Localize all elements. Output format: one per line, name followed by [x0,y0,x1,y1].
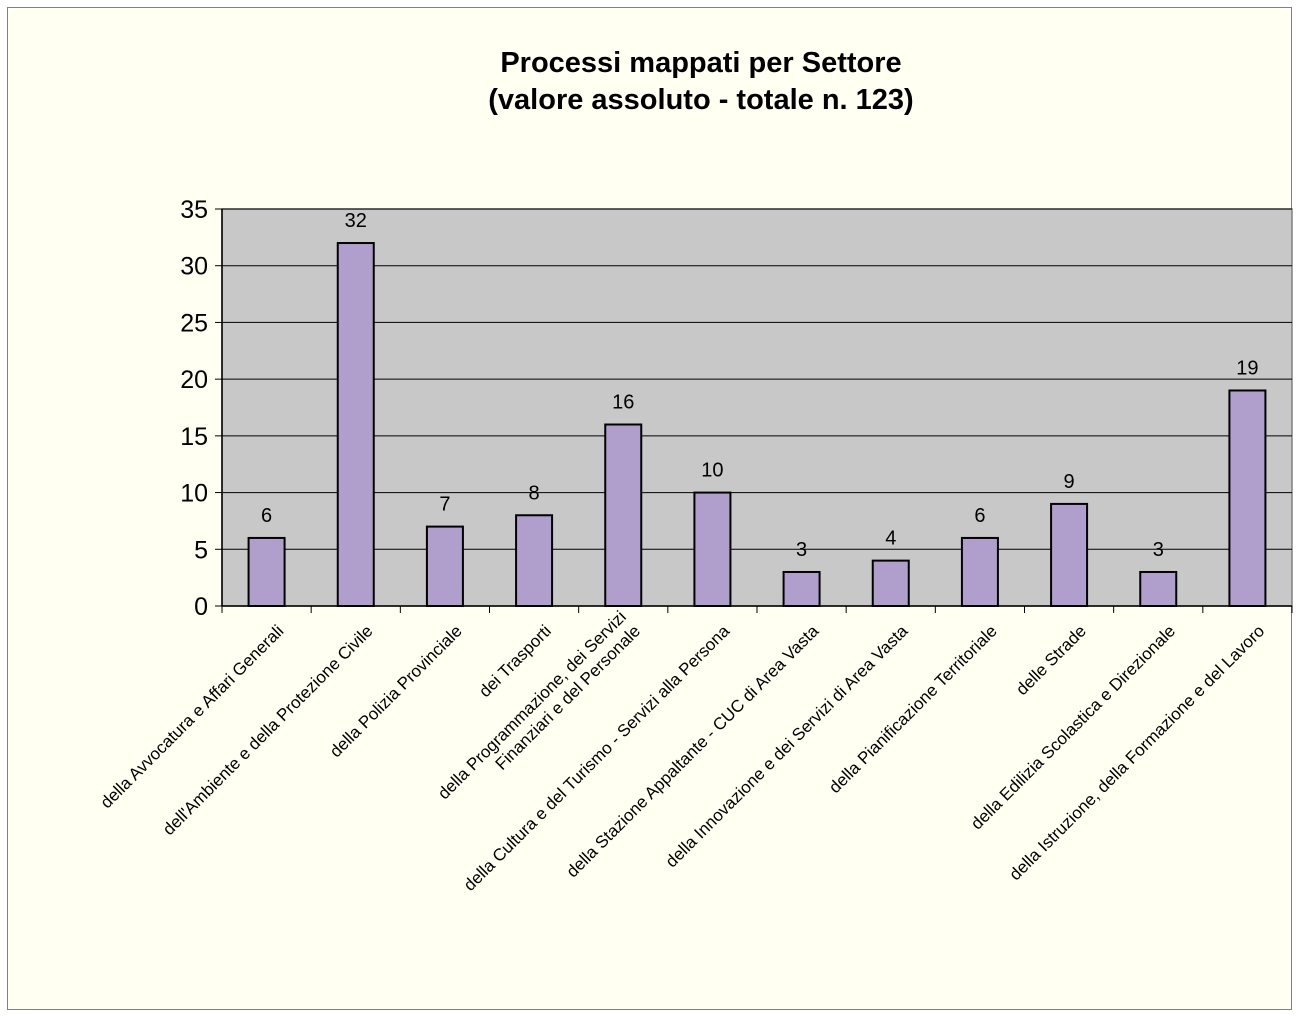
bar [425,525,464,607]
data-label: 3 [796,539,807,561]
y-tick-label: 25 [180,309,208,337]
bar [604,423,643,607]
data-label: 19 [1236,357,1258,379]
data-label: 6 [261,505,272,527]
data-label: 8 [529,482,540,504]
chart-title: Processi mappati per Settore (valore asso… [488,47,913,116]
chart-title-line: Processi mappati per Settore [500,47,901,79]
y-tick-label: 15 [180,423,208,451]
y-axis-ticks: 0 5 10 15 20 25 30 35 [180,196,208,621]
x-tick-label: della Pianificazione Territoriale [825,621,1001,797]
chart-title-line: (valore assoluto - totale n. 123) [488,84,913,116]
gridlines [222,208,1292,550]
bar [960,536,999,608]
x-tick-label: delle Strade [1012,621,1090,699]
y-tick-label: 10 [180,480,208,508]
x-tick-label-line: Finanziari e del Personale [492,621,644,773]
x-tick-label-line: delle Strade [1012,621,1090,699]
y-tick-label: 30 [180,253,208,281]
x-tick-label-line: della Avvocatura e Affari Generali [97,621,288,812]
data-labels: 6 32 7 8 16 10 3 4 6 9 3 19 [261,210,1259,561]
data-label: 3 [1153,539,1164,561]
x-axis-ticks: della Avvocatura e Affari Generalidell'A… [97,607,1269,894]
bar [1139,570,1178,608]
data-label: 10 [701,460,723,482]
y-tick-label: 0 [194,593,208,621]
bar [693,491,732,608]
x-tick-label: della Avvocatura e Affari Generali [97,621,288,812]
bar [247,536,286,608]
bars [247,242,1267,608]
bar [336,242,375,607]
x-tick-label: della Edilizia Scolastica e Direzionale [967,621,1179,833]
x-tick-label-line: della Edilizia Scolastica e Direzionale [967,621,1179,833]
chart-frame: Processi mappati per Settore (valore asso… [7,7,1293,1010]
bar [871,559,910,608]
y-tick-label: 35 [180,196,208,224]
bar [515,514,554,607]
axes [215,208,1293,613]
bar [1228,389,1267,607]
bar [1050,502,1089,607]
plot-area [221,208,1293,607]
data-label: 16 [612,392,634,414]
data-label: 32 [345,210,367,232]
data-label: 9 [1064,471,1075,493]
bar-chart: Processi mappati per Settore (valore asso… [97,47,1293,895]
y-tick-label: 20 [180,366,208,394]
data-label: 7 [439,494,450,516]
data-label: 6 [974,505,985,527]
bar [782,570,821,608]
data-label: 4 [885,528,896,550]
x-tick-label-line: della Pianificazione Territoriale [825,621,1001,797]
y-tick-label: 5 [194,536,208,564]
